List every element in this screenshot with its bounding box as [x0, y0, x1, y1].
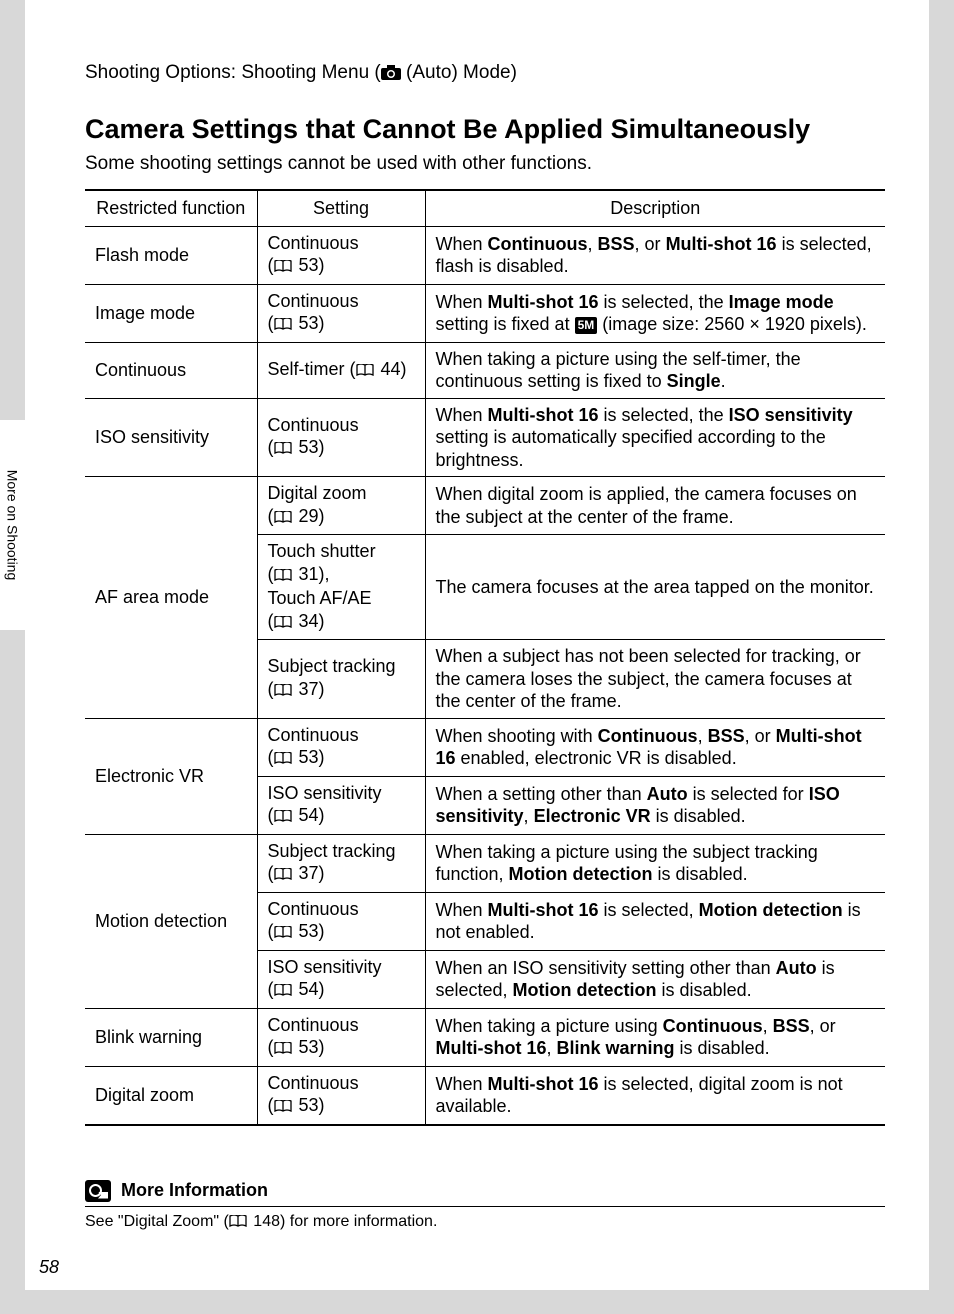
cell-description: When taking a picture using the self-tim… [425, 342, 885, 398]
cell-setting: Subject tracking( 37) [257, 640, 425, 719]
breadcrumb-prefix: Shooting Options: Shooting Menu ( [85, 62, 381, 83]
cell-function: Electronic VR [85, 718, 257, 834]
footer-note-body: See "Digital Zoom" ( 148) for more infor… [85, 1213, 885, 1233]
book-icon [274, 680, 292, 703]
table-row: ISO sensitivity Continuous( 53) When Mul… [85, 398, 885, 477]
book-icon [274, 922, 292, 945]
restrictions-table: Restricted function Setting Description … [85, 189, 885, 1126]
cell-description: When taking a picture using Continuous, … [425, 1008, 885, 1066]
cell-setting: Continuous( 53) [257, 398, 425, 477]
cell-function: Continuous [85, 342, 257, 398]
cell-description: The camera focuses at the area tapped on… [425, 535, 885, 640]
book-icon [274, 438, 292, 461]
cell-setting: Self-timer ( 44) [257, 342, 425, 398]
table-row: Image mode Continuous( 53) When Multi-sh… [85, 284, 885, 342]
cell-setting: Continuous( 53) [257, 1066, 425, 1125]
table-row: Blink warning Continuous( 53) When takin… [85, 1008, 885, 1066]
cell-setting: Continuous( 53) [257, 226, 425, 284]
cell-description: When a setting other than Auto is select… [425, 776, 885, 834]
book-icon [274, 565, 292, 588]
side-tab-label: More on Shooting [5, 470, 21, 581]
side-tab: More on Shooting [0, 420, 25, 630]
cell-setting: ISO sensitivity( 54) [257, 776, 425, 834]
cell-description: When Multi-shot 16 is selected, the ISO … [425, 398, 885, 477]
cell-function: ISO sensitivity [85, 398, 257, 477]
book-icon [274, 980, 292, 1003]
table-row: Digital zoom Continuous( 53) When Multi-… [85, 1066, 885, 1125]
note-icon [85, 1180, 111, 1202]
cell-setting: Subject tracking( 37) [257, 834, 425, 892]
table-row: AF area mode Digital zoom( 29) When digi… [85, 477, 885, 535]
book-icon [274, 256, 292, 279]
breadcrumb-suffix: (Auto) Mode) [401, 62, 517, 83]
camera-icon [381, 64, 401, 86]
footer-note-header: More Information [85, 1180, 885, 1207]
cell-setting: Continuous( 53) [257, 1008, 425, 1066]
cell-setting: Touch shutter( 31),Touch AF/AE( 34) [257, 535, 425, 640]
cell-function: Image mode [85, 284, 257, 342]
table-row: Motion detection Subject tracking( 37) W… [85, 834, 885, 892]
footer-note: More Information See "Digital Zoom" ( 14… [85, 1180, 885, 1233]
table-row: Electronic VR Continuous( 53) When shoot… [85, 718, 885, 776]
cell-function: Blink warning [85, 1008, 257, 1066]
book-icon [274, 612, 292, 635]
cell-description: When digital zoom is applied, the camera… [425, 477, 885, 535]
book-icon [274, 314, 292, 337]
cell-setting: Digital zoom( 29) [257, 477, 425, 535]
table-row: Continuous Self-timer ( 44) When taking … [85, 342, 885, 398]
cell-function: Flash mode [85, 226, 257, 284]
cell-description: When Multi-shot 16 is selected, Motion d… [425, 892, 885, 950]
book-icon [274, 864, 292, 887]
page-title: Camera Settings that Cannot Be Applied S… [85, 114, 885, 145]
header-description: Description [425, 190, 885, 226]
book-icon [274, 507, 292, 530]
book-icon [356, 360, 374, 383]
cell-description: When taking a picture using the subject … [425, 834, 885, 892]
book-icon [229, 1215, 247, 1233]
intro-text: Some shooting settings cannot be used wi… [85, 153, 885, 175]
table-header-row: Restricted function Setting Description [85, 190, 885, 226]
book-icon [274, 748, 292, 771]
cell-function: AF area mode [85, 477, 257, 719]
cell-setting: ISO sensitivity( 54) [257, 950, 425, 1008]
cell-setting: Continuous( 53) [257, 718, 425, 776]
cell-description: When Multi-shot 16 is selected, digital … [425, 1066, 885, 1125]
table-row: Flash mode Continuous( 53) When Continuo… [85, 226, 885, 284]
cell-description: When a subject has not been selected for… [425, 640, 885, 719]
image-size-icon: 5M [575, 317, 598, 334]
book-icon [274, 1038, 292, 1061]
header-function: Restricted function [85, 190, 257, 226]
cell-description: When Multi-shot 16 is selected, the Imag… [425, 284, 885, 342]
cell-function: Digital zoom [85, 1066, 257, 1125]
footer-note-title: More Information [121, 1180, 268, 1201]
cell-description: When an ISO sensitivity setting other th… [425, 950, 885, 1008]
manual-page: Shooting Options: Shooting Menu ( (Auto)… [25, 0, 929, 1290]
cell-setting: Continuous( 53) [257, 892, 425, 950]
book-icon [274, 806, 292, 829]
cell-setting: Continuous( 53) [257, 284, 425, 342]
cell-function: Motion detection [85, 834, 257, 1008]
page-number: 58 [39, 1257, 59, 1278]
breadcrumb: Shooting Options: Shooting Menu ( (Auto)… [85, 62, 885, 86]
cell-description: When shooting with Continuous, BSS, or M… [425, 718, 885, 776]
cell-description: When Continuous, BSS, or Multi-shot 16 i… [425, 226, 885, 284]
header-setting: Setting [257, 190, 425, 226]
book-icon [274, 1096, 292, 1119]
